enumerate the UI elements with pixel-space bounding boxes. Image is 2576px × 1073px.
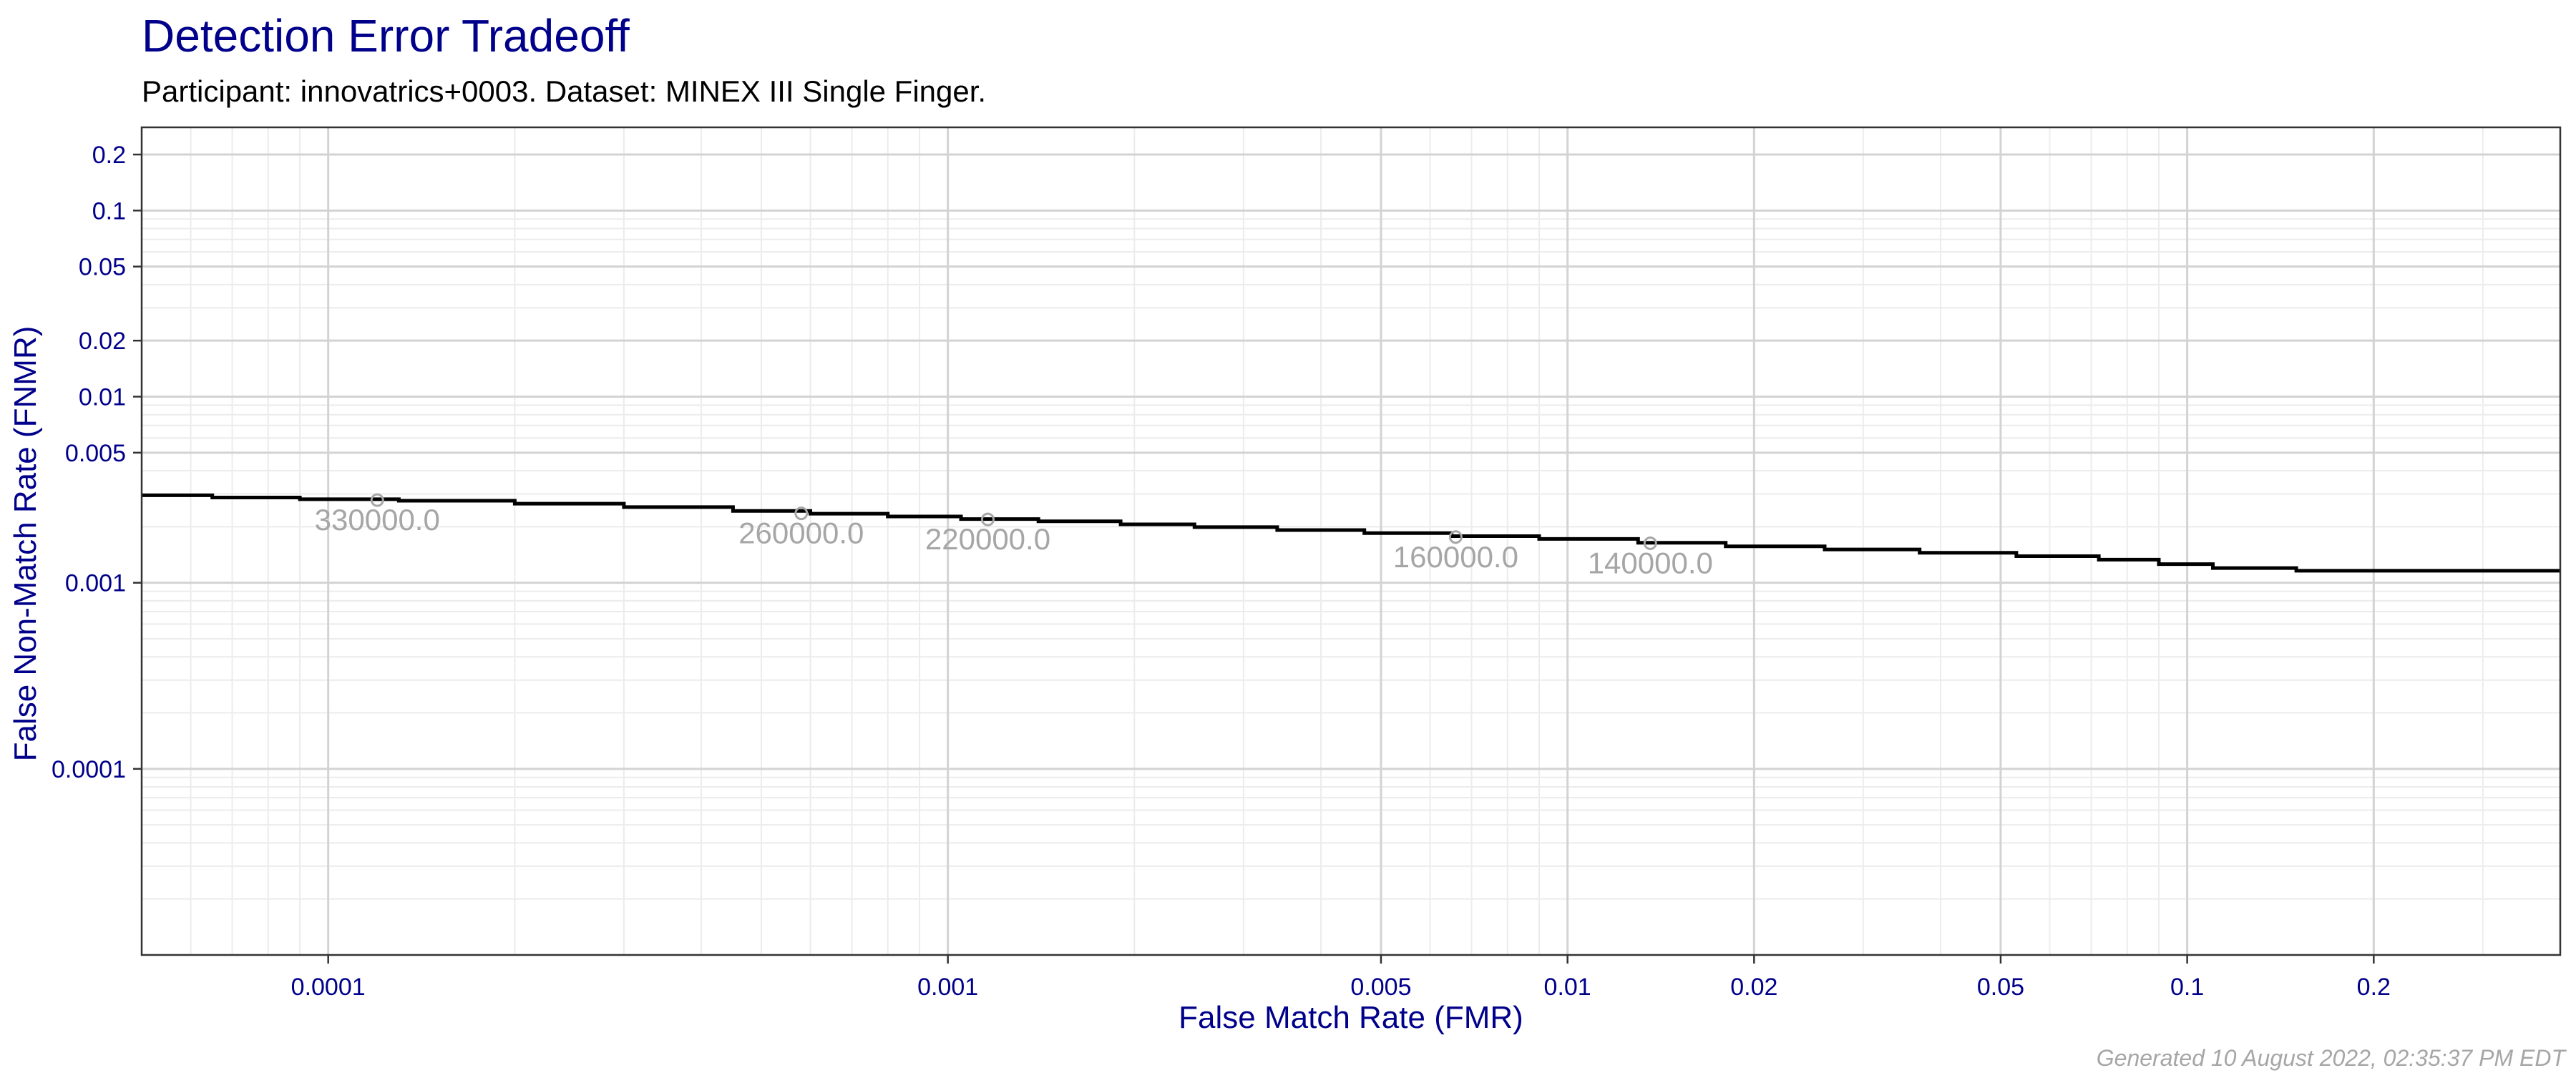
y-tick-label: 0.0001 <box>52 756 126 783</box>
threshold-marker <box>980 512 995 526</box>
x-tick-label: 0.2 <box>2357 974 2391 1001</box>
y-axis-label: False Non-Match Rate (FNMR) <box>8 326 43 762</box>
threshold-label: 220000.0 <box>925 522 1050 556</box>
threshold-label: 330000.0 <box>315 503 440 536</box>
y-tick-label: 0.1 <box>92 197 126 225</box>
plot-panel <box>142 127 2560 955</box>
x-tick-label: 0.02 <box>1730 974 1777 1001</box>
x-tick-label: 0.005 <box>1350 974 1411 1001</box>
threshold-labels: 330000.0 260000.0 220000.0 160000.0 140000.0 <box>315 493 1713 579</box>
det-curve <box>142 493 2560 573</box>
x-tick-label: 0.0001 <box>291 974 366 1001</box>
x-tick-label: 0.05 <box>1977 974 2024 1001</box>
x-tick-label: 0.001 <box>917 974 978 1001</box>
generated-caption: Generated 10 August 2022, 02:35:37 PM ED… <box>2097 1045 2567 1071</box>
y-tick-label: 0.01 <box>79 384 126 411</box>
y-tick-label: 0.001 <box>65 570 126 597</box>
x-tick-label: 0.1 <box>2170 974 2204 1001</box>
grid <box>141 127 2561 956</box>
chart-subtitle: Participant: innovatrics+0003. Dataset: … <box>142 74 986 108</box>
plot-border <box>140 126 2562 956</box>
x-tick-label: 0.01 <box>1544 974 1591 1001</box>
threshold-marker <box>794 506 809 521</box>
y-tick-label: 0.005 <box>65 440 126 467</box>
threshold-marker <box>1643 536 1657 550</box>
y-tick-label: 0.05 <box>79 254 126 281</box>
y-axis-ticks: 0.2 0.1 0.05 0.02 0.01 0.005 0.001 0.0001 <box>52 142 142 783</box>
threshold-label: 140000.0 <box>1588 546 1713 579</box>
threshold-marker <box>370 493 384 507</box>
y-tick-label: 0.2 <box>92 142 126 169</box>
threshold-label: 260000.0 <box>738 516 864 550</box>
threshold-marker <box>1448 530 1463 544</box>
series-layer <box>142 493 2560 573</box>
threshold-label: 160000.0 <box>1393 540 1518 574</box>
x-axis-ticks: 0.0001 0.001 0.005 0.01 0.02 0.05 0.1 0.2 <box>291 955 2391 1001</box>
y-tick-label: 0.02 <box>79 328 126 355</box>
x-axis-label: False Match Rate (FMR) <box>1179 1000 1523 1035</box>
chart-title: Detection Error Tradeoff <box>142 10 630 62</box>
